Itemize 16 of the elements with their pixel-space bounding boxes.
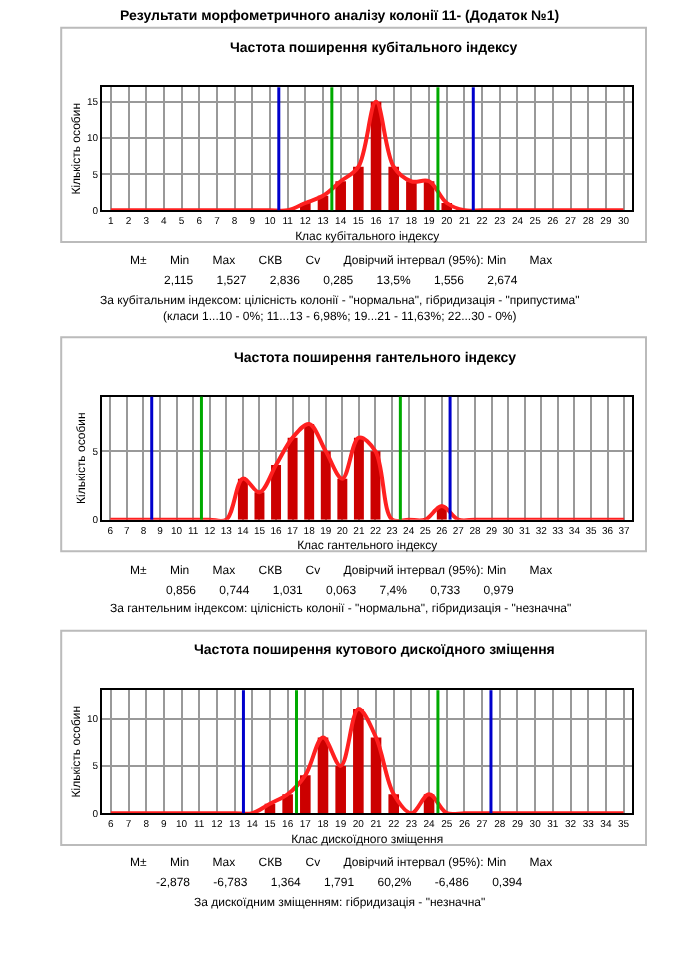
bar bbox=[388, 166, 400, 211]
bar bbox=[335, 765, 346, 814]
bar bbox=[353, 437, 364, 520]
bar bbox=[271, 464, 282, 520]
bar bbox=[353, 166, 364, 211]
line-series bbox=[108, 99, 626, 211]
bar bbox=[287, 437, 298, 520]
bar bbox=[300, 775, 311, 814]
line-series bbox=[108, 707, 626, 814]
line-series bbox=[108, 421, 627, 520]
bar bbox=[254, 492, 265, 520]
bar bbox=[304, 423, 315, 520]
bar bbox=[320, 451, 331, 520]
bar bbox=[353, 709, 364, 814]
bar bbox=[406, 181, 417, 211]
bar bbox=[337, 478, 348, 520]
